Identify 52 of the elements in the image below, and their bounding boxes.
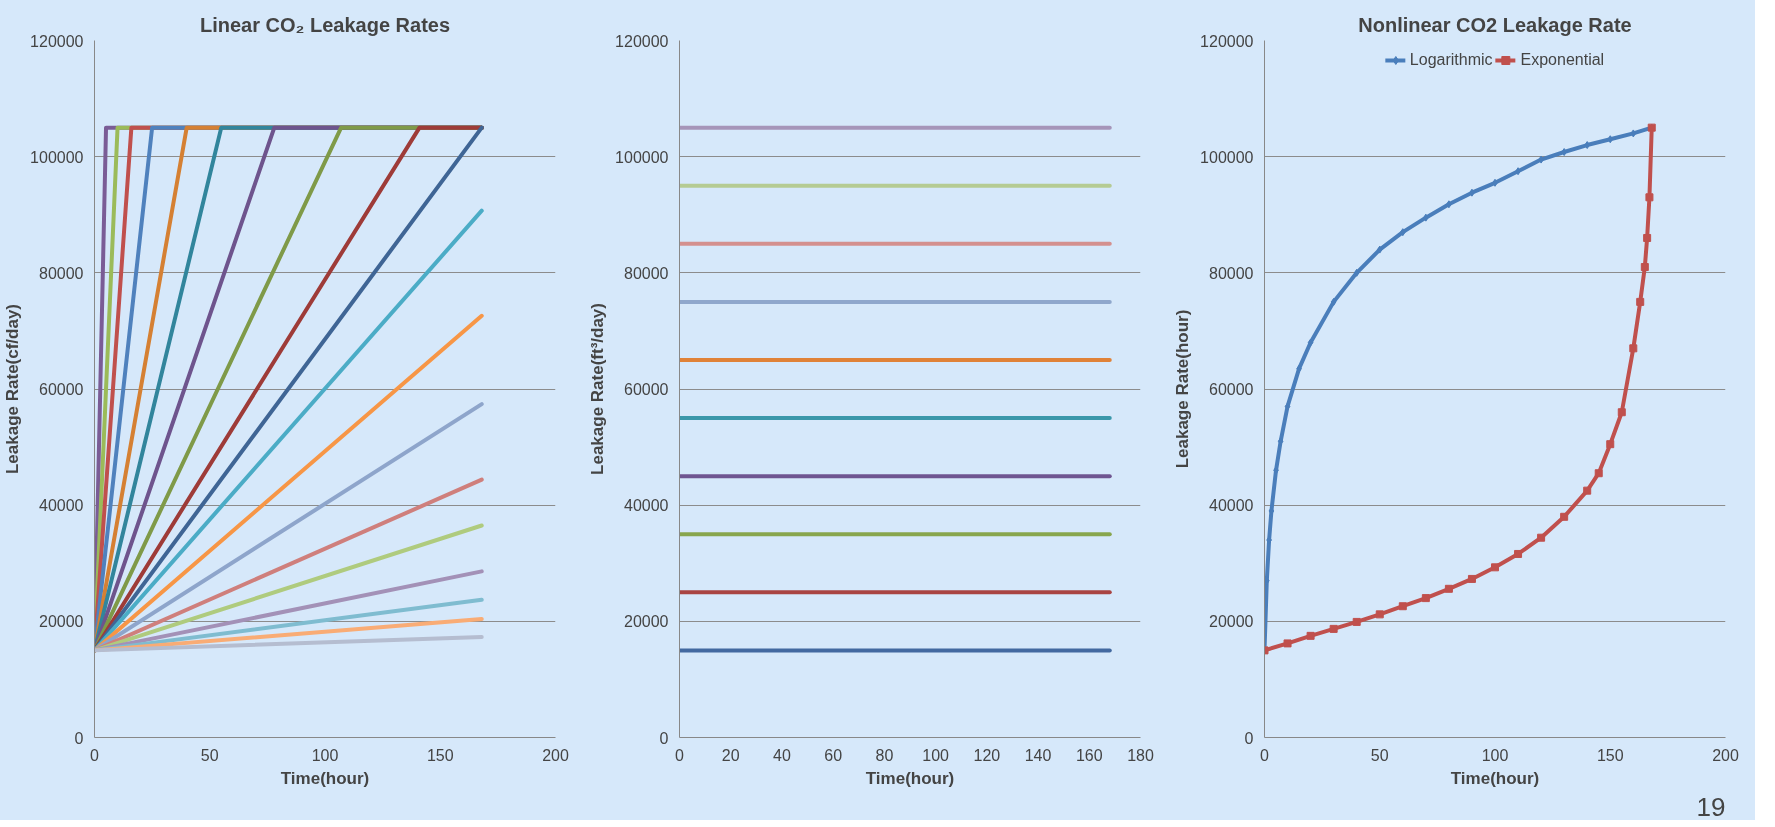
- y-tick-label: 0: [1244, 729, 1254, 747]
- y-tick-label: 0: [74, 729, 84, 747]
- x-tick-label: 60: [824, 746, 843, 764]
- x-axis-title: Time(hour): [1450, 768, 1540, 788]
- x-tick-label: 40: [773, 746, 791, 764]
- x-tick-label: 100: [1481, 746, 1509, 764]
- x-tick-label: 150: [426, 746, 454, 764]
- legend-label: Exponential: [1520, 51, 1605, 69]
- y-tick-label: 80000: [39, 264, 84, 282]
- x-tick-label: 100: [311, 746, 339, 764]
- x-tick-label: 150: [1596, 746, 1624, 764]
- chart-title: Nonlinear CO2 Leakage Rate: [1358, 13, 1632, 36]
- y-tick-label: 100000: [615, 148, 669, 166]
- y-tick-label: 100000: [30, 148, 84, 166]
- y-tick-label: 60000: [39, 381, 84, 398]
- y-tick-label: 60000: [624, 381, 669, 398]
- x-tick-label: 120: [973, 746, 1001, 764]
- y-tick-label: 40000: [1209, 497, 1254, 515]
- x-tick-label: 20: [721, 746, 740, 764]
- x-tick-label: 50: [1370, 746, 1389, 764]
- x-tick-label: 80: [875, 746, 894, 764]
- y-tick-label: 40000: [624, 497, 669, 515]
- y-tick-label: 0: [659, 729, 669, 747]
- x-tick-label: 160: [1075, 746, 1103, 764]
- x-tick-label: 200: [542, 746, 569, 764]
- chart-title: Linear CO₂ Leakage Rates: [199, 13, 451, 36]
- x-tick-label: 100: [922, 746, 950, 764]
- y-axis-title: Leakage Rate(ft³/day): [588, 303, 608, 475]
- y-tick-label: 100000: [1200, 148, 1254, 166]
- y-tick-label: 120000: [1200, 32, 1254, 50]
- x-tick-label: 50: [200, 746, 219, 764]
- x-tick-label: 200: [1712, 746, 1739, 764]
- x-tick-label: 0: [1260, 746, 1270, 764]
- y-tick-label: 20000: [1209, 613, 1254, 631]
- y-tick-label: 60000: [1209, 381, 1254, 398]
- y-tick-label: 20000: [39, 613, 84, 631]
- x-tick-label: 140: [1024, 746, 1052, 764]
- y-tick-label: 40000: [39, 497, 84, 515]
- y-tick-label: 120000: [615, 32, 669, 50]
- x-axis-title: Time(hour): [280, 768, 370, 788]
- y-tick-label: 80000: [624, 264, 669, 282]
- text: 19: [1696, 791, 1726, 822]
- x-tick-label: 0: [675, 746, 685, 764]
- y-axis-title: Leakage Rate(hour): [1173, 309, 1193, 469]
- y-tick-label: 120000: [30, 32, 84, 50]
- x-tick-label: 180: [1127, 746, 1154, 764]
- legend-label: Logarithmic: [1409, 51, 1493, 69]
- y-axis-title: Leakage Rate(cf/day): [3, 303, 23, 475]
- x-axis-title: Time(hour): [865, 768, 955, 788]
- y-tick-label: 20000: [624, 613, 669, 631]
- y-tick-label: 80000: [1209, 264, 1254, 282]
- x-tick-label: 0: [90, 746, 100, 764]
